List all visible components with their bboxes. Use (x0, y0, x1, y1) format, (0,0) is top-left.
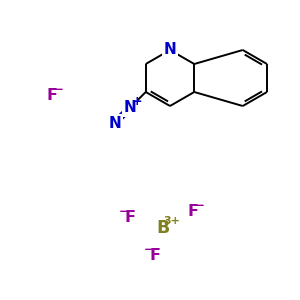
Text: −: − (54, 82, 64, 95)
Text: N: N (124, 100, 136, 115)
Text: −: − (195, 199, 205, 212)
Text: F: F (149, 248, 161, 263)
Text: N: N (108, 116, 121, 130)
Text: F: F (124, 211, 136, 226)
Text: F: F (46, 88, 58, 103)
Text: 3+: 3+ (164, 216, 180, 226)
Text: F: F (188, 205, 199, 220)
Text: +: + (132, 95, 142, 108)
Text: N: N (164, 43, 176, 58)
Text: −: − (119, 205, 129, 218)
Text: −: − (144, 242, 154, 256)
Text: B: B (156, 219, 170, 237)
